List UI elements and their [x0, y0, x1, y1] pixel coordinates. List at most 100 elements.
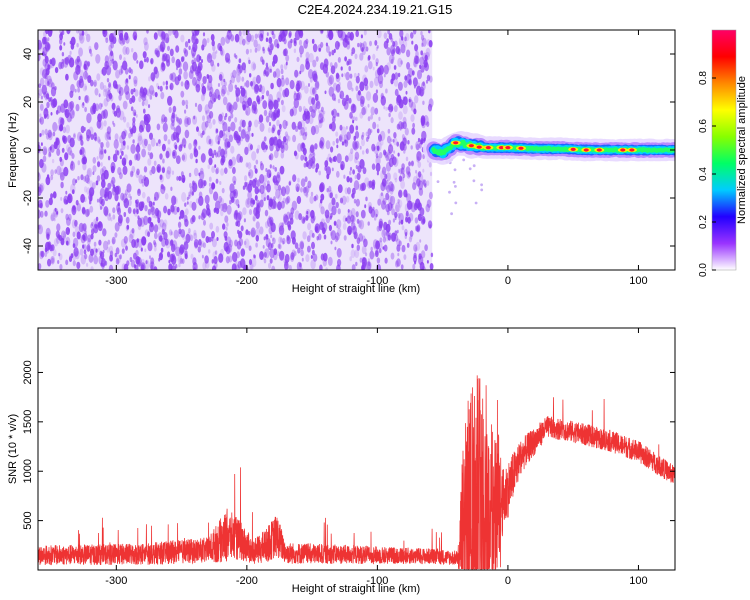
noise-speckle	[38, 186, 42, 196]
noise-speckle	[248, 245, 252, 251]
noise-speckle	[140, 264, 145, 270]
noise-speckle	[66, 217, 71, 226]
noise-speckle	[84, 106, 87, 113]
noise-speckle	[62, 136, 66, 143]
noise-speckle	[421, 34, 425, 41]
noise-speckle	[136, 152, 141, 161]
noise-speckle	[422, 81, 425, 87]
noise-speckle	[312, 59, 317, 68]
noise-speckle	[143, 108, 146, 114]
noise-speckle	[385, 161, 392, 172]
noise-speckle	[53, 217, 56, 222]
noise-speckle	[393, 137, 398, 146]
noise-speckle	[215, 200, 221, 211]
noise-speckle	[234, 239, 238, 247]
noise-speckle	[259, 122, 265, 132]
noise-speckle	[417, 69, 422, 80]
noise-speckle	[221, 84, 227, 95]
noise-speckle	[115, 69, 120, 79]
noise-speckle	[263, 251, 267, 258]
noise-speckle	[153, 246, 157, 252]
noise-speckle	[276, 119, 280, 127]
noise-speckle	[330, 121, 336, 132]
noise-speckle	[337, 98, 341, 104]
noise-speckle	[248, 209, 253, 215]
noise-speckle	[73, 71, 79, 81]
noise-speckle	[122, 165, 128, 175]
noise-speckle	[150, 58, 154, 65]
noise-speckle	[215, 207, 220, 215]
noise-speckle	[65, 199, 69, 205]
noise-speckle	[369, 250, 375, 260]
noise-speckle	[59, 167, 65, 178]
noise-speckle	[345, 34, 347, 38]
noise-speckle	[397, 198, 400, 204]
noise-speckle	[156, 123, 161, 131]
noise-speckle	[80, 147, 86, 158]
noise-speckle	[231, 263, 237, 270]
noise-speckle	[418, 253, 422, 260]
noise-speckle	[367, 258, 370, 263]
noise-speckle	[335, 73, 341, 83]
noise-speckle	[159, 219, 165, 228]
noise-speckle	[278, 34, 283, 42]
noise-speckle	[60, 61, 65, 69]
noise-speckle	[208, 182, 211, 187]
noise-speckle	[253, 164, 257, 170]
noise-speckle	[106, 126, 112, 135]
noise-speckle	[319, 62, 325, 70]
y-tick-label: 2000	[22, 360, 34, 384]
noise-speckle	[202, 115, 205, 122]
noise-speckle	[328, 224, 332, 232]
noise-speckle	[44, 128, 48, 135]
noise-speckle	[419, 139, 422, 145]
noise-speckle	[208, 148, 213, 157]
noise-speckle	[361, 47, 364, 52]
noise-speckle	[342, 222, 347, 231]
noise-speckle	[311, 241, 315, 250]
noise-speckle	[180, 171, 184, 177]
noise-speckle	[388, 54, 394, 64]
noise-speckle	[237, 211, 243, 220]
noise-speckle	[143, 116, 149, 126]
noise-speckle	[98, 146, 104, 155]
noise-speckle	[147, 242, 153, 252]
noise-speckle	[375, 213, 378, 218]
noise-speckle	[195, 38, 199, 45]
figure-title: C2E4.2024.234.19.21.G15	[298, 2, 453, 17]
noise-speckle	[325, 267, 328, 270]
noise-speckle	[349, 177, 353, 183]
noise-speckle	[197, 246, 201, 253]
noise-speckle	[429, 263, 434, 270]
noise-speckle	[59, 172, 65, 181]
noise-speckle	[146, 196, 151, 204]
noise-speckle	[397, 57, 403, 68]
noise-speckle	[285, 121, 289, 126]
noise-speckle	[161, 31, 166, 40]
noise-speckle	[83, 244, 87, 251]
noise-speckle	[160, 91, 165, 100]
noise-speckle	[125, 216, 130, 224]
noise-speckle	[108, 82, 112, 88]
noise-speckle	[351, 47, 356, 55]
noise-speckle	[64, 152, 69, 161]
noise-speckle	[150, 137, 156, 147]
noise-speckle	[343, 72, 346, 77]
noise-speckle	[365, 149, 368, 153]
noise-speckle	[48, 97, 51, 102]
noise-speckle	[230, 145, 235, 154]
noise-speckle	[233, 101, 238, 111]
noise-speckle	[261, 34, 263, 39]
noise-speckle	[422, 52, 427, 62]
noise-speckle	[139, 60, 144, 70]
y-tick-label: -40	[22, 238, 34, 254]
noise-speckle	[412, 122, 415, 129]
noise-speckle	[107, 213, 112, 221]
noise-speckle	[359, 81, 365, 92]
noise-speckle	[360, 34, 363, 39]
noise-speckle	[115, 258, 120, 265]
noise-speckle	[93, 81, 97, 88]
noise-speckle	[241, 76, 245, 82]
noise-speckle	[175, 58, 181, 68]
noise-speckle	[160, 184, 166, 195]
